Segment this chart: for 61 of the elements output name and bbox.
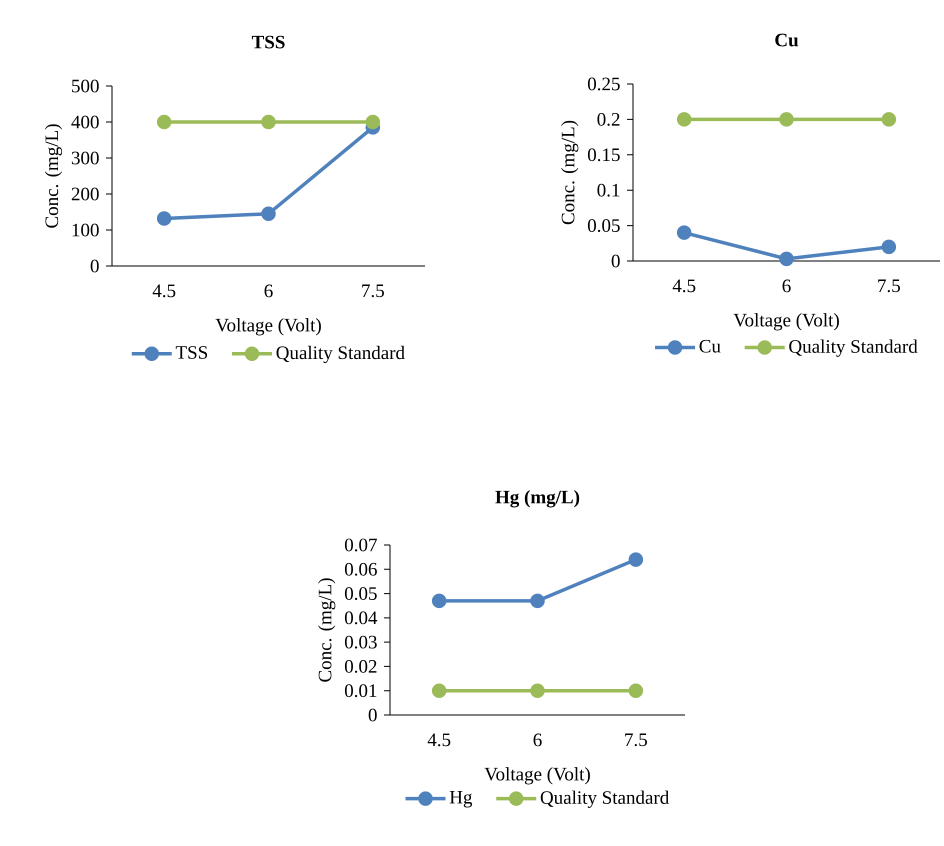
point [628, 683, 644, 698]
y-tick-label: 0 [90, 260, 99, 272]
y-tick-label: 100 [72, 224, 99, 236]
y-tick-label: 0.02 [344, 660, 376, 673]
y-axis-title: Conc. (mg/L) [318, 578, 336, 682]
x-tick-label: 6 [782, 280, 791, 292]
y-tick-label: 0.1 [597, 184, 620, 197]
y-tick-label: 0 [612, 254, 620, 268]
point [882, 240, 896, 254]
point [779, 112, 794, 127]
x-tick-label: 7.5 [625, 734, 647, 746]
legend-label: Quality Standard [276, 346, 405, 364]
x-tick-label: 6 [534, 734, 542, 746]
legend-label: Quality Standard [540, 790, 670, 808]
legend-label: Hg [450, 790, 472, 808]
point [779, 252, 794, 266]
y-tick-label: 500 [72, 80, 99, 92]
x-axis-title: Voltage (Volt) [734, 313, 839, 330]
y-tick-label: 0.2 [597, 112, 620, 126]
y-axis-title: Conc. (mg/L) [561, 120, 578, 224]
y-tick-label: 400 [71, 116, 99, 128]
y-tick-label: 0.03 [344, 636, 377, 649]
point [530, 683, 545, 698]
point [676, 112, 692, 127]
chart-title: Cu [775, 34, 798, 46]
y-tick-label: 0 [368, 708, 377, 722]
point [261, 206, 276, 222]
x-tick-label: 4.5 [672, 280, 696, 292]
point [628, 552, 644, 567]
point [261, 114, 276, 130]
y-tick-label: 0.05 [344, 587, 377, 600]
y-tick-label: 0.15 [588, 148, 620, 162]
point [530, 594, 545, 608]
x-tick-label: 7.5 [362, 284, 384, 298]
legend-label: Cu [700, 340, 721, 353]
point [366, 114, 380, 130]
point [676, 225, 692, 240]
y-tick-label: 0.06 [344, 562, 377, 576]
point [432, 683, 446, 698]
y-tick-label: 0.07 [344, 538, 377, 552]
y-tick-label: 200 [72, 188, 99, 200]
legend-label: Quality Standard [789, 340, 918, 357]
x-tick-label: 7.5 [878, 280, 900, 292]
x-tick-label: 6 [264, 284, 273, 298]
y-tick-label: 0.05 [588, 219, 620, 232]
point [432, 594, 446, 608]
chart-title: Hg (mg/L) [495, 490, 580, 508]
y-axis-title: Conc. (mg/L) [44, 124, 62, 228]
chart-title: TSS [252, 36, 285, 48]
x-tick-label: 4.5 [152, 284, 176, 298]
x-tick-label: 4.5 [428, 734, 450, 746]
x-axis-title: Voltage (Volt) [484, 767, 590, 784]
y-tick-label: 300 [72, 152, 99, 164]
y-tick-label: 0.01 [344, 684, 376, 698]
x-axis-title: Voltage (Volt) [216, 318, 321, 336]
y-tick-label: 0.25 [588, 78, 620, 90]
y-tick-label: 0.04 [344, 611, 378, 624]
legend-label: TSS [176, 346, 208, 359]
point [156, 114, 172, 130]
point [882, 112, 896, 127]
point [156, 211, 172, 226]
